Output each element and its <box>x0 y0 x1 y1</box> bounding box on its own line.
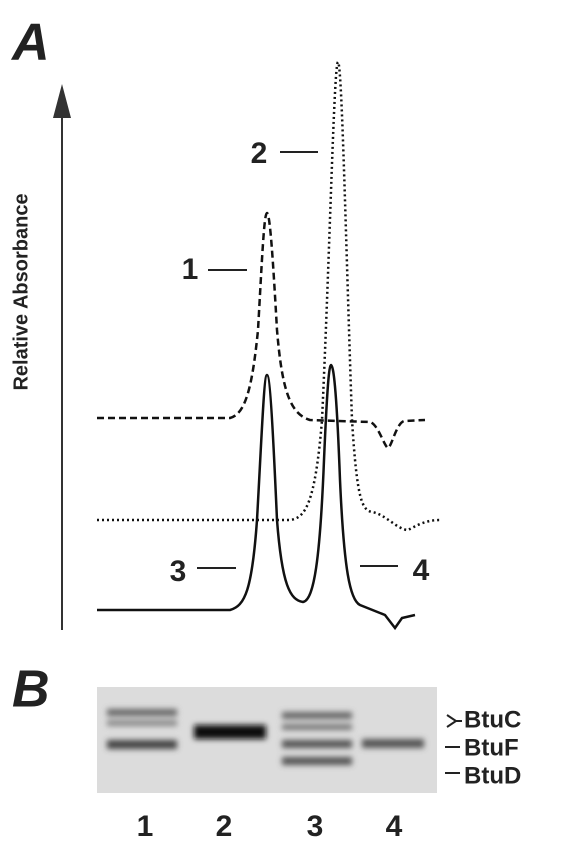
band-label: BtuC <box>464 706 521 733</box>
trace-1 <box>97 213 425 448</box>
trace-2 <box>97 62 440 530</box>
peak-label: 3 <box>170 555 187 588</box>
band-label: BtuD <box>464 762 521 789</box>
panel-label: A <box>10 14 50 72</box>
arrow-head <box>53 84 71 118</box>
band-label: BtuF <box>464 734 519 761</box>
peak-label: 4 <box>413 554 430 587</box>
lane-label: 1 <box>137 810 154 843</box>
panel-label: B <box>12 661 50 719</box>
lane-label: 3 <box>307 810 324 843</box>
trace-3 <box>97 365 415 628</box>
lane-label: 2 <box>216 810 233 843</box>
peak-label: 1 <box>182 253 199 286</box>
peak-label: 2 <box>251 137 268 170</box>
figure: A Relative Absorbance 1 2 3 4 B BtuC Btu… <box>0 0 567 843</box>
y-axis-label: Relative Absorbance <box>10 193 32 390</box>
leader-bracket <box>447 715 456 727</box>
lane-label: 4 <box>386 810 403 843</box>
